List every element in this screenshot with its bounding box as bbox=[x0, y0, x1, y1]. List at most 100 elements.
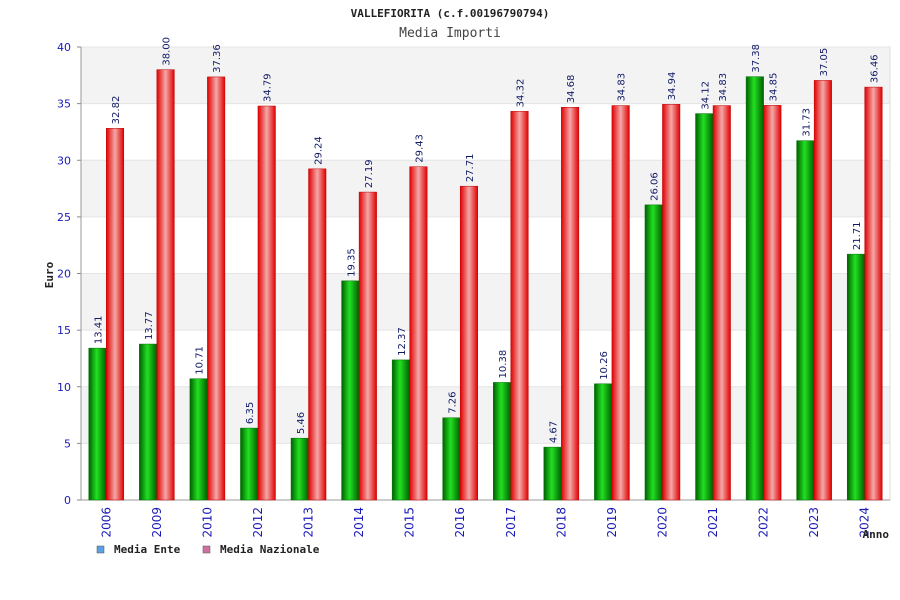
data-label-media-nazionale-2017: 34.32 bbox=[516, 79, 527, 108]
x-tick-label-2015: 2015 bbox=[403, 507, 417, 538]
data-label-media-nazionale-2009: 38.00 bbox=[162, 37, 173, 66]
bar-media-nazionale-2012 bbox=[257, 105, 276, 501]
x-tick-label-2009: 2009 bbox=[150, 507, 164, 538]
bar-media-nazionale-2013 bbox=[308, 168, 327, 501]
bar-media-nazionale-2018 bbox=[561, 106, 580, 501]
data-label-media-ente-2013: 5.46 bbox=[296, 412, 307, 434]
bar-media-nazionale-2019 bbox=[611, 105, 630, 501]
data-label-media-ente-2017: 10.38 bbox=[498, 350, 509, 379]
data-label-media-nazionale-2014: 27.19 bbox=[364, 159, 375, 188]
bar-media-nazionale-2021 bbox=[712, 105, 731, 501]
y-tick-label: 40 bbox=[57, 41, 71, 54]
y-axis-label: Euro bbox=[43, 261, 56, 288]
data-label-media-ente-2021: 34.12 bbox=[700, 81, 711, 110]
data-label-media-nazionale-2018: 34.68 bbox=[566, 75, 577, 104]
bar-media-ente-2012 bbox=[240, 427, 259, 501]
bar-media-ente-2022 bbox=[745, 76, 764, 501]
data-label-media-nazionale-2024: 36.46 bbox=[869, 54, 880, 83]
bar-media-nazionale-2014 bbox=[358, 191, 377, 501]
bar-media-nazionale-2009 bbox=[156, 69, 175, 501]
data-label-media-ente-2024: 21.71 bbox=[852, 221, 863, 250]
y-tick-label: 5 bbox=[64, 437, 71, 450]
data-label-media-nazionale-2012: 34.79 bbox=[263, 73, 274, 102]
bar-media-nazionale-2023 bbox=[813, 80, 832, 501]
data-label-media-ente-2019: 10.26 bbox=[599, 351, 610, 380]
y-tick-label: 15 bbox=[57, 324, 71, 337]
value-labels: 13.41 32.82 13.77 38.00 10.71 37.36 6.35 34.79 5… bbox=[94, 37, 881, 443]
x-tick-label-2017: 2017 bbox=[504, 507, 518, 538]
x-tick-label-2023: 2023 bbox=[807, 507, 821, 538]
y-tick-label: 20 bbox=[57, 268, 71, 281]
x-tick-label-2013: 2013 bbox=[302, 507, 316, 538]
data-label-media-nazionale-2006: 32.82 bbox=[111, 96, 122, 125]
x-tick-label-2006: 2006 bbox=[99, 507, 113, 538]
bar-media-nazionale-2006 bbox=[106, 128, 125, 501]
data-label-media-nazionale-2021: 34.83 bbox=[718, 73, 729, 102]
bar-media-nazionale-2017 bbox=[510, 111, 529, 501]
data-label-media-ente-2016: 7.26 bbox=[447, 392, 458, 414]
bar-media-ente-2009 bbox=[139, 343, 158, 501]
x-axis-ticks: 2006 2009 2010 2012 2013 2014 2015 2016 2017 2018… bbox=[99, 507, 871, 538]
bar-media-ente-2019 bbox=[594, 383, 613, 501]
y-tick-label: 30 bbox=[57, 154, 71, 167]
legend-swatch-media-nazionale bbox=[202, 545, 211, 554]
legend-label-media-nazionale: Media Nazionale bbox=[220, 543, 320, 556]
legend: Media Ente Media Nazionale bbox=[96, 543, 320, 556]
bar-media-ente-2023 bbox=[796, 140, 815, 501]
bar-media-nazionale-2010 bbox=[207, 76, 226, 501]
data-label-media-nazionale-2019: 34.83 bbox=[617, 73, 628, 102]
data-label-media-ente-2018: 4.67 bbox=[549, 421, 560, 443]
x-axis-label: Anno bbox=[863, 528, 890, 541]
data-label-media-ente-2023: 31.73 bbox=[801, 108, 812, 137]
bar-media-ente-2016 bbox=[442, 417, 461, 501]
data-label-media-ente-2022: 37.38 bbox=[751, 44, 762, 73]
bar-media-nazionale-2022 bbox=[763, 105, 782, 501]
bar-media-nazionale-2015 bbox=[409, 166, 428, 501]
bar-media-nazionale-2024 bbox=[864, 86, 883, 501]
x-tick-label-2018: 2018 bbox=[554, 507, 568, 538]
data-label-media-ente-2010: 10.71 bbox=[195, 346, 206, 375]
x-tick-label-2020: 2020 bbox=[655, 507, 669, 538]
bar-media-ente-2024 bbox=[846, 253, 865, 501]
data-label-media-ente-2012: 6.35 bbox=[245, 402, 256, 424]
bar-media-ente-2020 bbox=[644, 204, 663, 501]
x-tick-label-2014: 2014 bbox=[352, 507, 366, 538]
y-tick-label: 35 bbox=[57, 98, 71, 111]
data-label-media-nazionale-2010: 37.36 bbox=[212, 44, 223, 73]
data-label-media-nazionale-2023: 37.05 bbox=[819, 48, 830, 77]
y-tick-label: 10 bbox=[57, 381, 71, 394]
x-tick-label-2012: 2012 bbox=[251, 507, 265, 538]
bar-media-ente-2017 bbox=[493, 382, 512, 501]
bar-media-ente-2013 bbox=[290, 437, 309, 501]
bar-media-ente-2018 bbox=[543, 446, 562, 501]
y-tick-label: 0 bbox=[64, 494, 71, 507]
data-label-media-nazionale-2016: 27.71 bbox=[465, 154, 476, 183]
x-tick-label-2022: 2022 bbox=[757, 507, 771, 538]
data-label-media-ente-2020: 26.06 bbox=[650, 172, 661, 201]
data-label-media-ente-2006: 13.41 bbox=[94, 315, 105, 344]
bar-media-ente-2014 bbox=[341, 280, 360, 501]
x-tick-label-2019: 2019 bbox=[605, 507, 619, 538]
data-label-media-nazionale-2013: 29.24 bbox=[313, 136, 324, 165]
data-label-media-nazionale-2020: 34.94 bbox=[667, 72, 678, 101]
chart-subtitle: Media Importi bbox=[399, 26, 501, 41]
bar-media-nazionale-2016 bbox=[459, 185, 478, 501]
chart-title: VALLEFIORITA (c.f.00196790794) bbox=[351, 7, 550, 20]
bars bbox=[88, 69, 883, 501]
data-label-media-nazionale-2022: 34.85 bbox=[768, 73, 779, 102]
x-tick-label-2010: 2010 bbox=[200, 507, 214, 538]
bar-media-ente-2010 bbox=[189, 378, 208, 501]
data-label-media-ente-2015: 12.37 bbox=[397, 327, 408, 356]
bar-media-ente-2021 bbox=[695, 113, 714, 501]
bar-media-nazionale-2020 bbox=[662, 104, 681, 501]
y-tick-label: 25 bbox=[57, 211, 71, 224]
bar-media-ente-2015 bbox=[391, 359, 410, 501]
bar-media-ente-2006 bbox=[88, 347, 107, 501]
x-tick-label-2024: 2024 bbox=[858, 507, 872, 538]
x-tick-label-2016: 2016 bbox=[453, 507, 467, 538]
data-label-media-ente-2009: 13.77 bbox=[144, 311, 155, 340]
data-label-media-nazionale-2015: 29.43 bbox=[414, 134, 425, 163]
data-label-media-ente-2014: 19.35 bbox=[346, 248, 357, 277]
legend-label-media-ente: Media Ente bbox=[114, 543, 181, 556]
